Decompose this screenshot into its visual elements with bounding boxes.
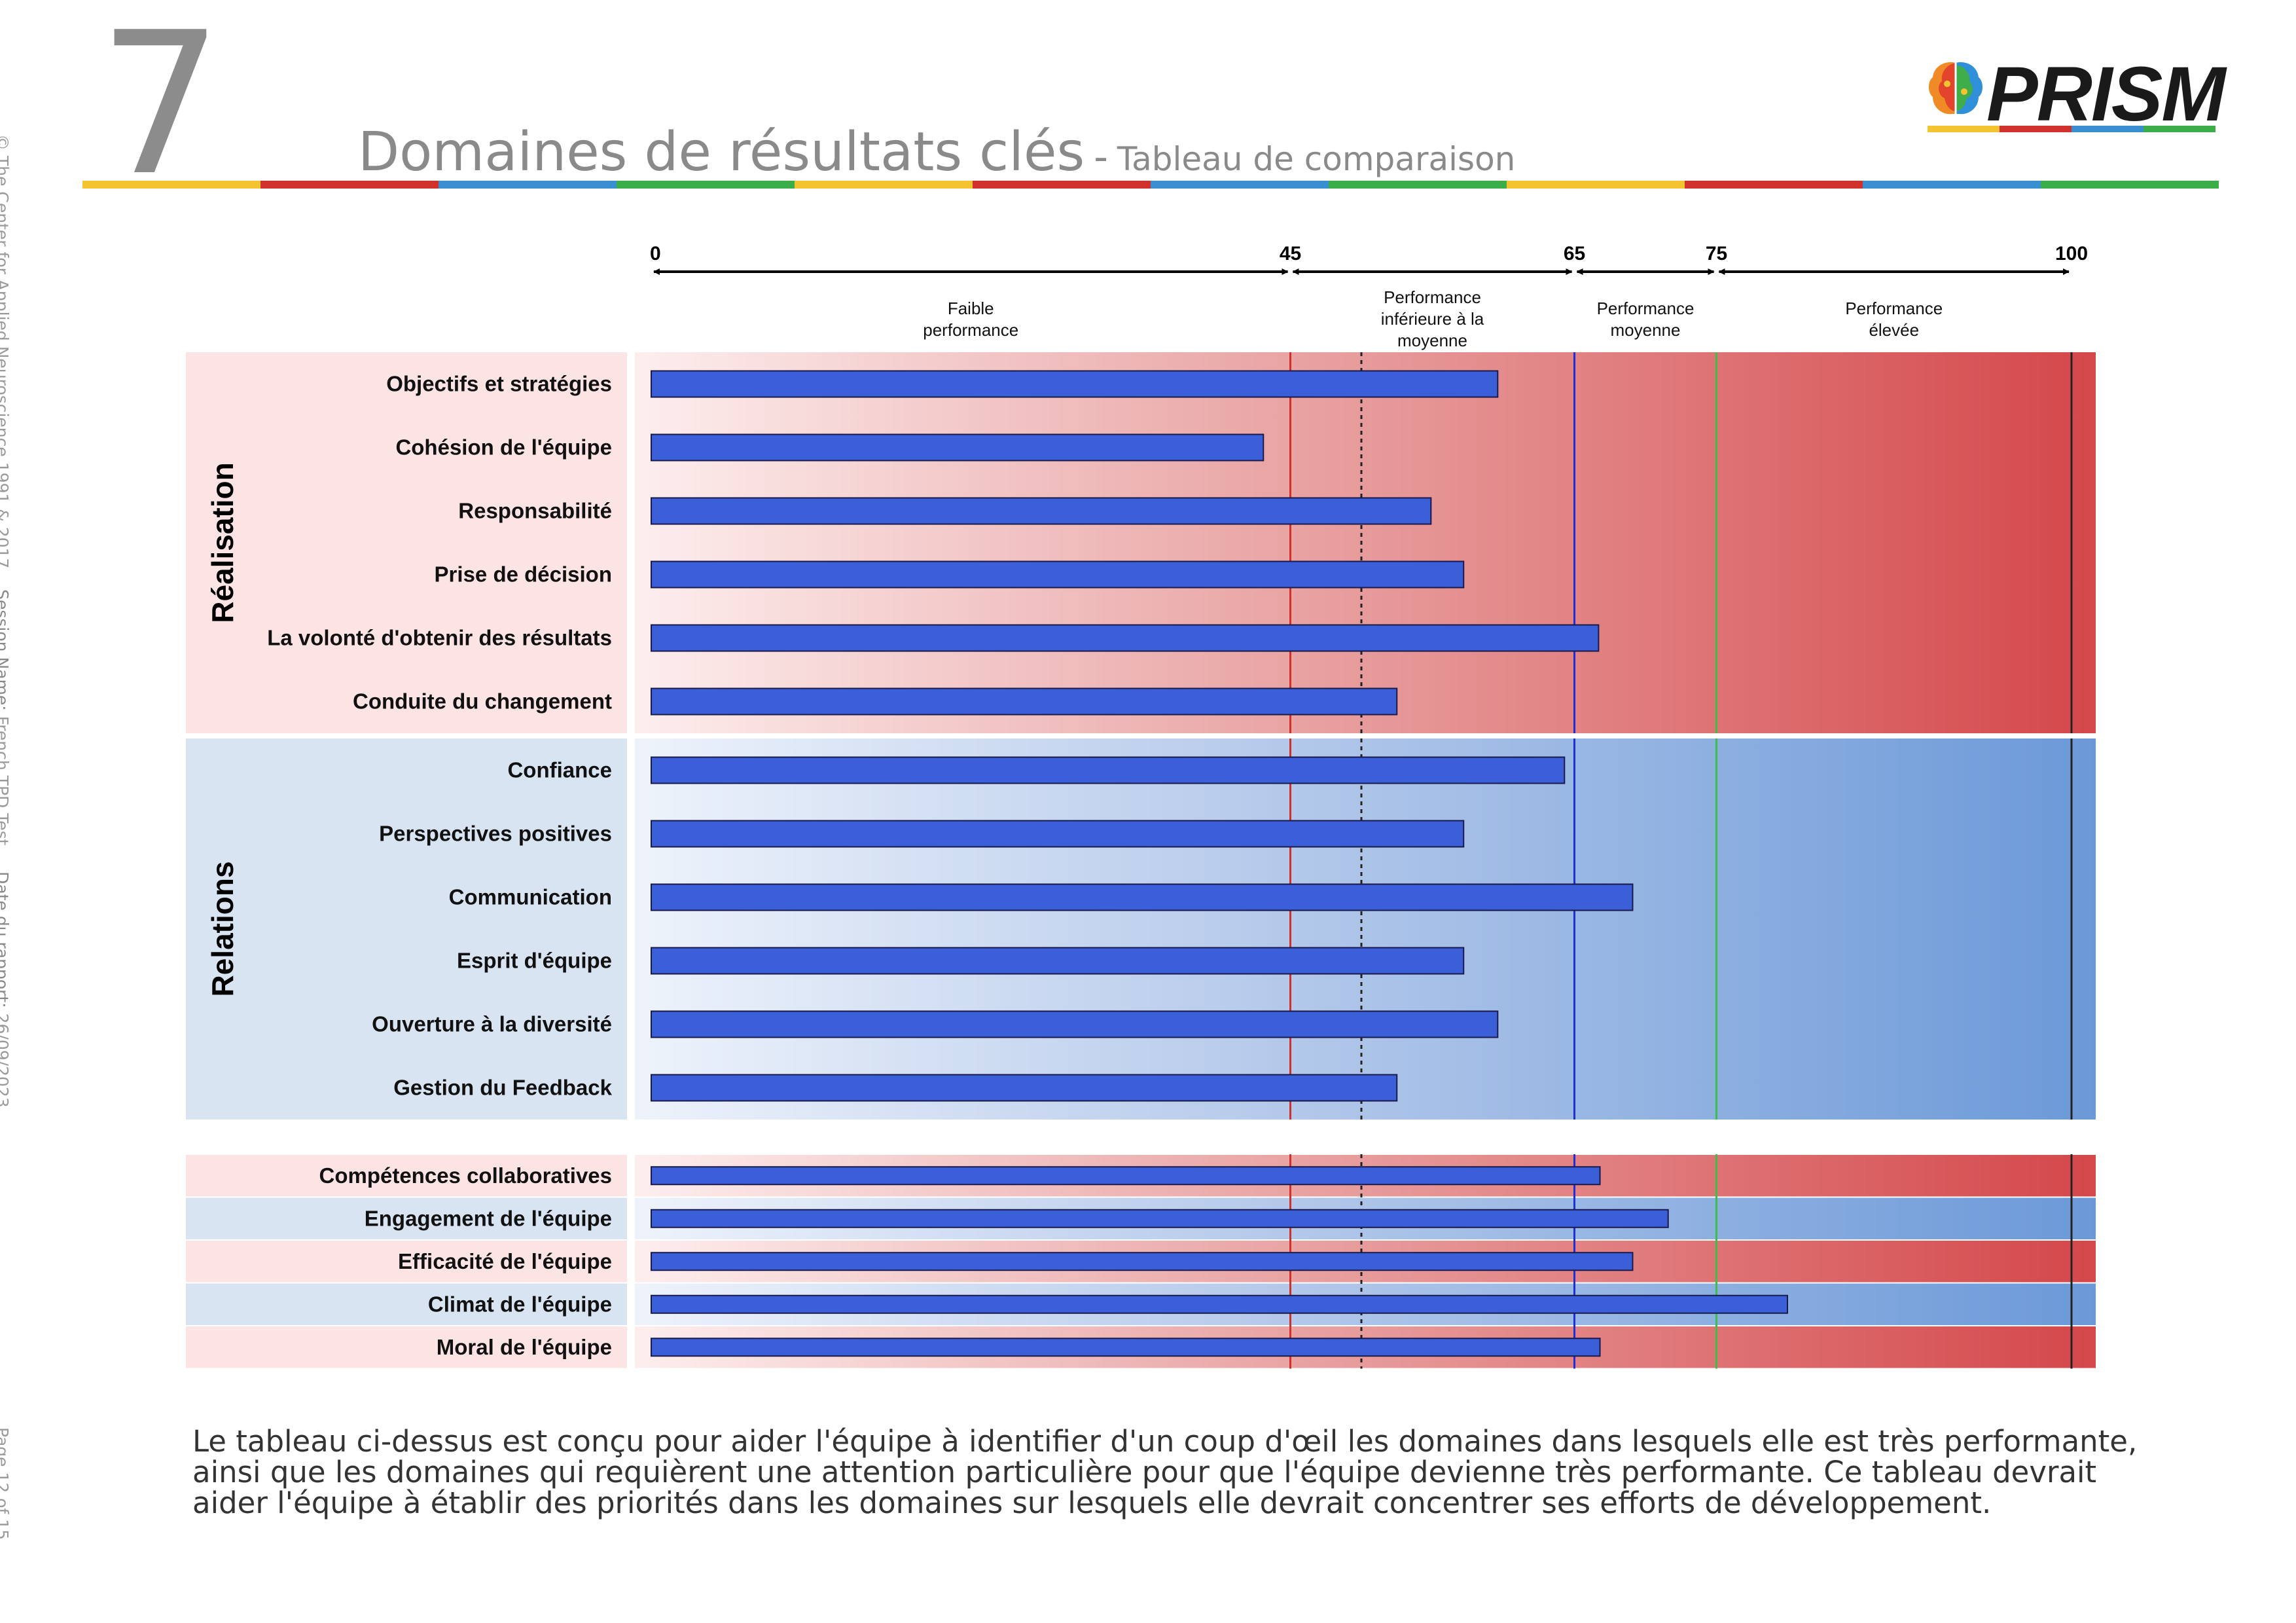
- row-label: Esprit d'équipe: [457, 949, 612, 973]
- value-bar: [651, 820, 1465, 848]
- row-label-band: [186, 1326, 627, 1368]
- value-bar: [651, 497, 1432, 525]
- value-bar: [651, 370, 1499, 398]
- row-label: Climat de l'équipe: [428, 1292, 612, 1316]
- header-color-rule: [82, 181, 2219, 189]
- band-label: Performance: [1597, 299, 1695, 318]
- page-title-separator: -: [1094, 134, 1108, 180]
- rule-segment: [1329, 181, 1507, 189]
- value-bar: [651, 1338, 1601, 1357]
- row-label-band: [186, 1241, 627, 1283]
- rule-segment: [2041, 181, 2219, 189]
- group-label-panel: [186, 739, 627, 1120]
- band-label: inférieure à la: [1381, 309, 1484, 329]
- group-label-panel: [186, 352, 627, 733]
- row-label: Ouverture à la diversité: [372, 1012, 612, 1036]
- rule-segment: [1507, 181, 1685, 189]
- brain-icon: [1929, 62, 1982, 115]
- logo-rule-segment: [2144, 126, 2215, 132]
- logo-text: PRISM: [1986, 51, 2226, 137]
- rule-segment: [1151, 181, 1329, 189]
- row-label: Objectifs et stratégies: [386, 372, 612, 396]
- row-label-band: [186, 1197, 627, 1239]
- value-bar: [651, 1294, 1788, 1314]
- row-label: Engagement de l'équipe: [365, 1206, 612, 1230]
- row-label: Compétences collaboratives: [319, 1163, 613, 1188]
- page-number: Page 12 of 15: [0, 1427, 12, 1541]
- value-bar: [651, 883, 1634, 911]
- band-label: Performance: [1384, 287, 1481, 307]
- band-label: performance: [923, 320, 1018, 340]
- tick-label: 45: [1280, 243, 1301, 264]
- tick-label: 65: [1564, 243, 1585, 264]
- section-number: 7: [98, 0, 223, 219]
- comparison-chart: Objectifs et stratégies Cohésion de l'équ…: [186, 243, 2096, 1369]
- row-label: La volonté d'obtenir des résultats: [267, 626, 612, 650]
- band-label: moyenne: [1397, 331, 1467, 350]
- group-label: Réalisation: [206, 462, 240, 623]
- rule-segment: [795, 181, 973, 189]
- row-label: Communication: [449, 885, 612, 909]
- row-label: Moral de l'équipe: [437, 1335, 612, 1359]
- rule-segment: [1685, 181, 1863, 189]
- value-bar: [651, 624, 1600, 652]
- rule-segment: [439, 181, 617, 189]
- row-label: Prise de décision: [435, 562, 612, 587]
- value-bar: [651, 756, 1566, 784]
- band-label: Performance: [1845, 299, 1943, 318]
- rule-segment: [973, 181, 1151, 189]
- rule-segment: [1863, 181, 2041, 189]
- band-label: Faible: [948, 299, 994, 318]
- row-label: Gestion du Feedback: [393, 1076, 612, 1100]
- value-bar: [651, 560, 1465, 589]
- panel-gap: [627, 352, 635, 733]
- value-bar: [651, 1166, 1601, 1186]
- page-title-main: Domaines de résultats clés: [358, 121, 1085, 183]
- caption-text: Le tableau ci-dessus est conçu pour aide…: [192, 1424, 2138, 1520]
- logo-color-rule: [1928, 126, 2215, 132]
- value-bar: [651, 1209, 1669, 1228]
- tick-label: 0: [650, 243, 661, 264]
- band-label: moyenne: [1611, 320, 1681, 340]
- panel-gap: [627, 739, 635, 1120]
- group-plot-panel: [635, 739, 2096, 1120]
- group-plot-panel: [635, 352, 2096, 733]
- value-bar: [651, 687, 1398, 716]
- row-label: Responsabilité: [458, 499, 612, 523]
- value-bar: [651, 947, 1465, 975]
- row-label: Conduite du changement: [353, 689, 612, 714]
- rule-segment: [82, 181, 260, 189]
- row-label: Confiance: [507, 758, 612, 782]
- row-label: Efficacité de l'équipe: [398, 1249, 612, 1273]
- band-label: élevée: [1869, 320, 1919, 340]
- rule-segment: [617, 181, 795, 189]
- prism-logo: PRISM: [1928, 51, 2229, 137]
- value-bar: [651, 1010, 1499, 1038]
- logo-rule-segment: [1928, 126, 2000, 132]
- value-bar: [651, 1074, 1398, 1102]
- group-label: Relations: [206, 861, 240, 996]
- row-label: Cohésion de l'équipe: [395, 435, 612, 460]
- page-subtitle: Tableau de comparaison: [1117, 140, 1516, 178]
- logo-rule-segment: [2072, 126, 2144, 132]
- value-bar: [651, 1252, 1634, 1271]
- row-label-band: [186, 1283, 627, 1325]
- page-title: Domaines de résultats clés - Tableau de co…: [358, 121, 1515, 183]
- value-bar: [651, 433, 1265, 462]
- rule-segment: [260, 181, 439, 189]
- row-label-band: [186, 1155, 627, 1197]
- tick-label: 75: [1706, 243, 1727, 264]
- tick-label: 100: [2055, 243, 2088, 264]
- row-label: Perspectives positives: [379, 822, 612, 846]
- logo-rule-segment: [2000, 126, 2072, 132]
